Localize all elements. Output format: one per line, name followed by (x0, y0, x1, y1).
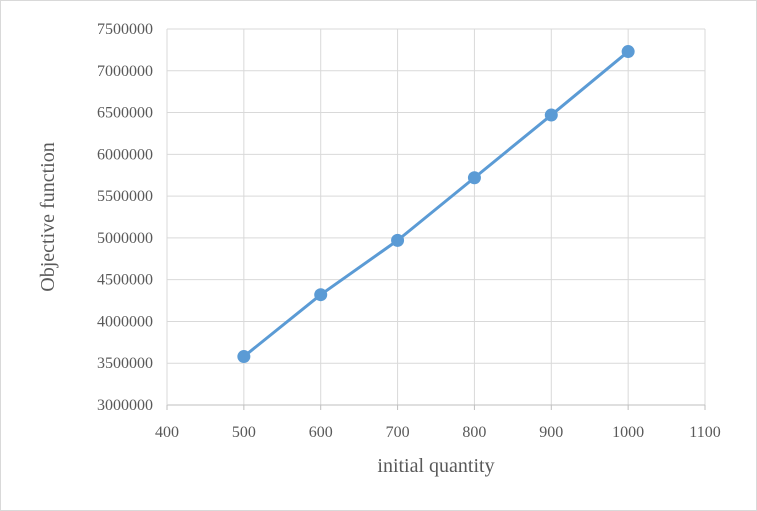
x-tick-label: 500 (232, 424, 256, 441)
x-tick-label: 800 (462, 424, 486, 441)
axes (166, 29, 706, 410)
y-tick-label: 7500000 (97, 21, 153, 38)
x-tick-labels: 400 500 600 700 800 900 1000 1100 (155, 424, 721, 441)
y-axis-title: Objective function (37, 142, 59, 291)
y-tick-label: 3000000 (97, 397, 153, 414)
data-point (467, 171, 481, 185)
x-axis-title: initial quantity (377, 455, 494, 477)
x-tick-label: 1100 (689, 424, 720, 441)
data-point (391, 233, 405, 247)
y-tick-label: 4000000 (97, 313, 153, 330)
y-tick-label: 3500000 (97, 355, 153, 372)
series-line (242, 50, 630, 358)
x-tick-label: 700 (386, 424, 410, 441)
y-tick-label: 6500000 (97, 105, 153, 122)
data-point (237, 350, 251, 364)
data-point (314, 288, 328, 302)
y-tick-label: 7000000 (97, 63, 153, 80)
data-point (544, 108, 558, 122)
y-tick-label: 5000000 (97, 230, 153, 247)
series-layer (237, 45, 635, 364)
x-tick-label: 1000 (612, 424, 644, 441)
data-point (621, 45, 635, 59)
x-tick-label: 400 (155, 424, 179, 441)
x-tick-label: 900 (539, 424, 563, 441)
gridlines (167, 28, 706, 405)
x-tick-label: 600 (309, 424, 333, 441)
y-tick-label: 6000000 (97, 146, 153, 163)
y-tick-label: 4500000 (97, 272, 153, 289)
y-tick-labels: 3000000 3500000 4000000 4500000 5000000 55000… (97, 21, 153, 414)
y-tick-label: 5500000 (97, 188, 153, 205)
